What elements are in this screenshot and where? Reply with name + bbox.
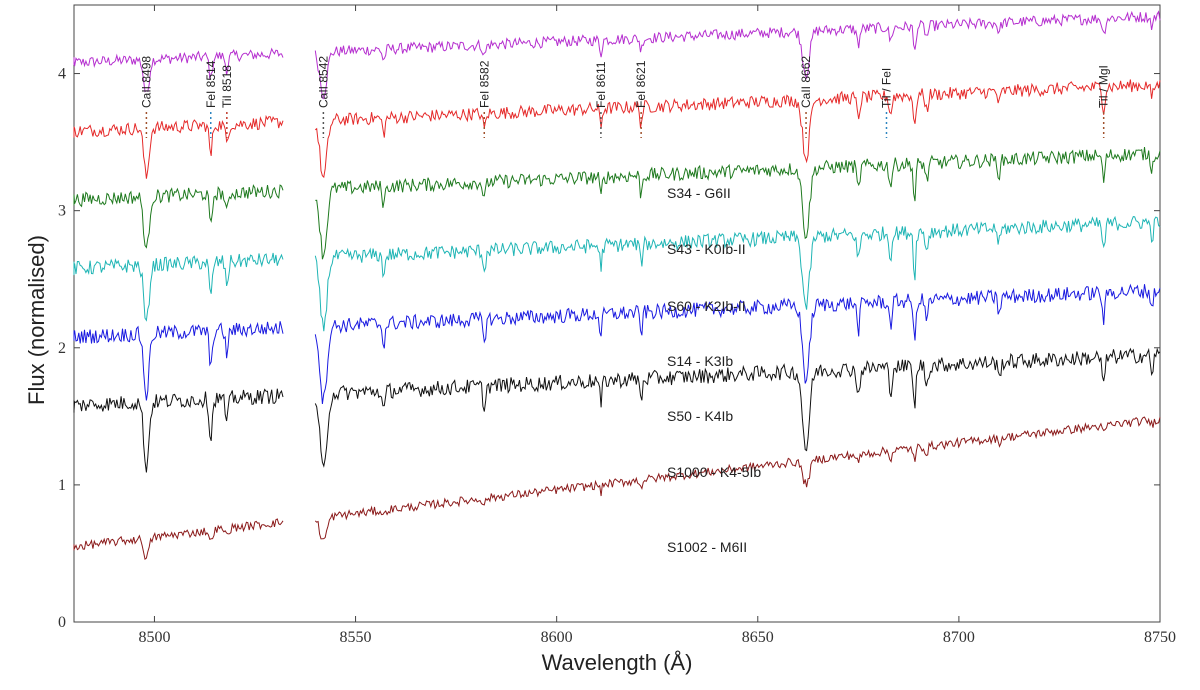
y-tick-label-1: 1	[58, 477, 66, 494]
x-tick-label-4: 8700	[943, 629, 975, 646]
line-id-label-8: TiI / FeI	[879, 68, 893, 108]
x-tick-label-0: 8500	[138, 629, 170, 646]
y-tick-label-4: 4	[58, 66, 66, 83]
series-line-2	[73, 146, 1161, 260]
series-label-1: S43 - K0Ib-II	[667, 241, 746, 257]
line-id-label-0: CaII 8498	[139, 56, 153, 108]
series-label-3: S14 - K3Ib	[667, 353, 733, 369]
series-label-4: S50 - K4Ib	[667, 408, 733, 424]
series-line-5	[73, 347, 1161, 473]
spectra-series	[73, 10, 1161, 560]
line-id-label-7: CaII 8662	[799, 56, 813, 108]
line-identifications: CaII 8498 FeI 8514 TiI 8518 CaII 8542 FeI 85…	[139, 56, 1111, 138]
series-line-1	[73, 79, 1161, 179]
x-axis-ticks: 8500 8550 8600 8650 8700 8750	[138, 5, 1176, 646]
x-tick-label-2: 8600	[541, 629, 573, 646]
line-id-label-3: CaII 8542	[316, 56, 330, 108]
line-id-label-5: FeI 8611	[594, 61, 608, 108]
y-axis-ticks: 0 1 2 3 4	[58, 66, 1160, 631]
y-tick-label-2: 2	[58, 340, 66, 357]
x-axis-title: Wavelength (Å)	[542, 650, 693, 675]
series-line-0	[73, 10, 1161, 100]
line-id-label-6: FeI 8621	[634, 60, 648, 108]
series-labels: S34 - G6II S43 - K0Ib-II S60 - K2Ib-II S14 …	[667, 185, 761, 555]
plot-frame	[73, 4, 1161, 623]
x-tick-label-1: 8550	[340, 629, 372, 646]
line-id-label-9: TiI / MgI	[1097, 65, 1111, 108]
series-label-0: S34 - G6II	[667, 185, 731, 201]
line-id-label-2: TiI 8518	[220, 65, 234, 108]
y-tick-label-0: 0	[58, 614, 66, 631]
series-line-3	[73, 215, 1161, 332]
series-label-6: S1002 - M6II	[667, 539, 747, 555]
plot-border	[73, 4, 1161, 623]
line-id-label-4: FeI 8582	[477, 60, 491, 108]
x-tick-label-3: 8650	[742, 629, 774, 646]
line-id-label-1: FeI 8514	[204, 60, 218, 108]
y-axis-title: Flux (normalised)	[24, 235, 49, 405]
series-label-2: S60 - K2Ib-II	[667, 298, 746, 314]
y-tick-label-3: 3	[58, 203, 66, 220]
series-line-4	[73, 283, 1161, 404]
x-tick-label-5: 8750	[1144, 629, 1176, 646]
series-label-5: S1000 - K4-5Ib	[667, 464, 761, 480]
series-line-6	[73, 416, 1161, 560]
